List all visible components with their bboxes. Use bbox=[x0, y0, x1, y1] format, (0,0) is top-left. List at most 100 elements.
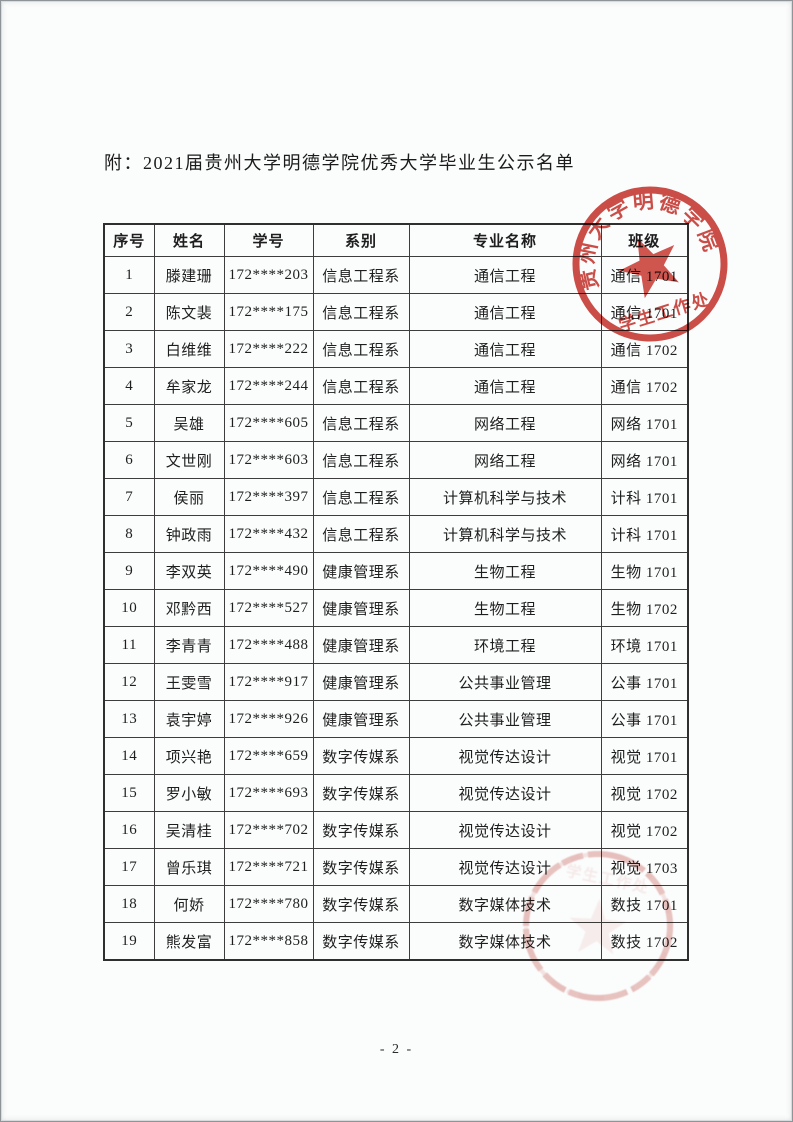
table-cell: 王雯雪 bbox=[153, 663, 225, 701]
table-cell: 滕建珊 bbox=[153, 256, 225, 294]
table-cell: 健康管理系 bbox=[312, 552, 410, 590]
table-cell: 172****721 bbox=[223, 848, 314, 886]
table-cell: 李双英 bbox=[153, 552, 225, 590]
table-cell: 172****432 bbox=[223, 515, 314, 553]
table-cell: 视觉 1702 bbox=[600, 811, 689, 849]
table-cell: 信息工程系 bbox=[312, 330, 410, 368]
table-cell: 公共事业管理 bbox=[408, 700, 602, 738]
table-cell: 李青青 bbox=[153, 626, 225, 664]
table-cell: 172****702 bbox=[223, 811, 314, 849]
table-cell: 视觉 1701 bbox=[600, 737, 689, 775]
table-cell: 信息工程系 bbox=[312, 256, 410, 294]
table-cell: 项兴艳 bbox=[153, 737, 225, 775]
table-cell: 15 bbox=[103, 774, 155, 812]
table-cell: 袁宇婷 bbox=[153, 700, 225, 738]
table-cell: 8 bbox=[103, 515, 155, 553]
table-row: 19 熊发富 172****858 数字传媒系 数字媒体技术 数技 1702 bbox=[103, 922, 689, 961]
table-cell: 信息工程系 bbox=[312, 293, 410, 331]
table-cell: 环境 1701 bbox=[600, 626, 689, 664]
table-cell: 计科 1701 bbox=[600, 515, 689, 553]
table-cell: 曾乐琪 bbox=[153, 848, 225, 886]
table-cell: 网络工程 bbox=[408, 404, 602, 442]
table-row: 7 侯丽 172****397 信息工程系 计算机科学与技术 计科 1701 bbox=[103, 478, 689, 516]
table-cell: 数字传媒系 bbox=[312, 811, 410, 849]
table-cell: 何娇 bbox=[153, 885, 225, 923]
table-row: 1 滕建珊 172****203 信息工程系 通信工程 通信 1701 bbox=[103, 256, 689, 294]
table-cell: 172****244 bbox=[223, 367, 314, 405]
table-cell: 172****222 bbox=[223, 330, 314, 368]
table-cell: 文世刚 bbox=[153, 441, 225, 479]
table-cell: 健康管理系 bbox=[312, 626, 410, 664]
table-cell: 视觉传达设计 bbox=[408, 811, 602, 849]
table-cell: 网络 1701 bbox=[600, 404, 689, 442]
table-cell: 172****527 bbox=[223, 589, 314, 627]
table-cell: 17 bbox=[103, 848, 155, 886]
table-cell: 172****858 bbox=[223, 922, 314, 961]
table-cell: 172****203 bbox=[223, 256, 314, 294]
table-cell: 通信 1701 bbox=[600, 293, 689, 331]
graduates-table: 序号 姓名 学号 系别 专业名称 班级 1 滕建珊 172****203 信息工程系通… bbox=[103, 223, 689, 961]
table-row: 3 白维维 172****222 信息工程系 通信工程 通信 1702 bbox=[103, 330, 689, 368]
table-cell: 熊发富 bbox=[153, 922, 225, 961]
table-cell: 生物 1701 bbox=[600, 552, 689, 590]
table-row: 12 王雯雪 172****917 健康管理系 公共事业管理 公事 1701 bbox=[103, 663, 689, 701]
header-cell-major: 专业名称 bbox=[408, 223, 602, 257]
table-row: 4 牟家龙 172****244 信息工程系 通信工程 通信 1702 bbox=[103, 367, 689, 405]
document-title: 附：2021届贵州大学明德学院优秀大学毕业生公示名单 bbox=[104, 153, 575, 173]
table-cell: 172****693 bbox=[223, 774, 314, 812]
table-cell: 数字传媒系 bbox=[312, 922, 410, 961]
table-row: 13 袁宇婷 172****926 健康管理系 公共事业管理 公事 1701 bbox=[103, 700, 689, 738]
table-cell: 1 bbox=[103, 256, 155, 294]
table-row: 15 罗小敏 172****693 数字传媒系 视觉传达设计 视觉 1702 bbox=[103, 774, 689, 812]
table-cell: 网络 1701 bbox=[600, 441, 689, 479]
table-row: 18 何娇 172****780 数字传媒系 数字媒体技术 数技 1701 bbox=[103, 885, 689, 923]
table-cell: 邓黔西 bbox=[153, 589, 225, 627]
table-cell: 172****917 bbox=[223, 663, 314, 701]
table-cell: 白维维 bbox=[153, 330, 225, 368]
table-row: 14 项兴艳 172****659 数字传媒系 视觉传达设计 视觉 1701 bbox=[103, 737, 689, 775]
table-cell: 生物工程 bbox=[408, 552, 602, 590]
table-body: 1 滕建珊 172****203 信息工程系 通信工程 通信 1701 2 陈文裴 172***… bbox=[103, 256, 689, 961]
table-cell: 罗小敏 bbox=[153, 774, 225, 812]
table-row: 5 吴雄 172****605 信息工程系 网络工程 网络 1701 bbox=[103, 404, 689, 442]
table-cell: 生物工程 bbox=[408, 589, 602, 627]
table-cell: 视觉 1703 bbox=[600, 848, 689, 886]
table-cell: 健康管理系 bbox=[312, 663, 410, 701]
header-cell-department: 系别 bbox=[312, 223, 410, 257]
table-cell: 172****488 bbox=[223, 626, 314, 664]
table-row: 6 文世刚 172****603 信息工程系 网络工程 网络 1701 bbox=[103, 441, 689, 479]
table-cell: 3 bbox=[103, 330, 155, 368]
table-cell: 视觉传达设计 bbox=[408, 848, 602, 886]
table-cell: 数字传媒系 bbox=[312, 885, 410, 923]
table-row: 9 李双英 172****490 健康管理系 生物工程 生物 1701 bbox=[103, 552, 689, 590]
table-cell: 信息工程系 bbox=[312, 441, 410, 479]
header-cell-name: 姓名 bbox=[153, 223, 225, 257]
table-cell: 数字媒体技术 bbox=[408, 885, 602, 923]
table-cell: 172****659 bbox=[223, 737, 314, 775]
table-cell: 通信 1702 bbox=[600, 330, 689, 368]
table-cell: 视觉 1702 bbox=[600, 774, 689, 812]
table-cell: 10 bbox=[103, 589, 155, 627]
page-number: - 2 - bbox=[379, 1042, 414, 1057]
table-cell: 公事 1701 bbox=[600, 663, 689, 701]
table-cell: 14 bbox=[103, 737, 155, 775]
table-cell: 数字传媒系 bbox=[312, 774, 410, 812]
table-cell: 172****926 bbox=[223, 700, 314, 738]
table-cell: 11 bbox=[103, 626, 155, 664]
table-cell: 侯丽 bbox=[153, 478, 225, 516]
table-cell: 172****605 bbox=[223, 404, 314, 442]
table-cell: 6 bbox=[103, 441, 155, 479]
table-row: 2 陈文裴 172****175 信息工程系 通信工程 通信 1701 bbox=[103, 293, 689, 331]
table-row: 16 吴清桂 172****702 数字传媒系 视觉传达设计 视觉 1702 bbox=[103, 811, 689, 849]
table-cell: 计科 1701 bbox=[600, 478, 689, 516]
table-cell: 数字传媒系 bbox=[312, 848, 410, 886]
table-cell: 4 bbox=[103, 367, 155, 405]
table-cell: 吴雄 bbox=[153, 404, 225, 442]
table-cell: 13 bbox=[103, 700, 155, 738]
table-cell: 健康管理系 bbox=[312, 589, 410, 627]
table-cell: 18 bbox=[103, 885, 155, 923]
table-cell: 9 bbox=[103, 552, 155, 590]
table-cell: 通信工程 bbox=[408, 330, 602, 368]
table-cell: 5 bbox=[103, 404, 155, 442]
table-cell: 数技 1701 bbox=[600, 885, 689, 923]
